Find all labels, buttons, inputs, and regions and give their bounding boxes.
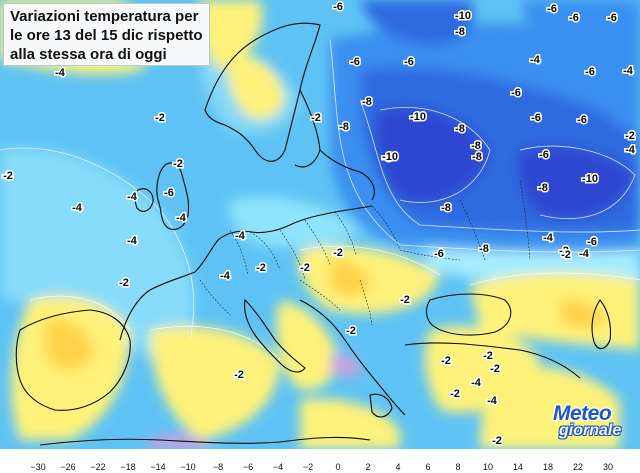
contour-value-label: -2: [311, 112, 321, 124]
map-title-line-2: le ore 13 del 15 dic rispetto: [10, 27, 203, 44]
contour-value-label: -6: [511, 87, 521, 99]
contour-value-label: -6: [164, 187, 174, 199]
contour-value-label: -6: [434, 248, 444, 260]
contour-value-label: -2: [492, 435, 502, 447]
contour-value-label: -4: [127, 191, 138, 203]
legend-tick-label: 2: [365, 462, 371, 472]
contour-value-label: -2: [559, 245, 569, 257]
legend-tick-label: 30: [602, 462, 613, 472]
contour-value-label: -8: [339, 121, 349, 133]
contour-value-label: -4: [471, 377, 482, 389]
contour-value-label: -6: [577, 114, 587, 126]
contour-value-label: -8: [538, 182, 548, 194]
contour-value-label: -2: [300, 262, 310, 274]
logo-text-meteo: Meteo: [553, 402, 612, 425]
contour-value-label: -4: [72, 202, 83, 214]
contour-value-label: -2: [490, 363, 500, 375]
contour-value-label: -6: [539, 149, 549, 161]
meteogiornale-logo: Meteo giornale: [553, 402, 631, 446]
contour-value-label: -2: [2, 170, 12, 182]
legend-tick-label: −22: [90, 462, 106, 472]
contour-value-label: -2: [400, 294, 410, 306]
contour-value-labels: -4-6-10-8-6-6 -6-8-6 -6 -4-6-6 -4-8-10-8-6 -6…: [1, 0, 638, 448]
contour-value-label: -2: [155, 112, 165, 124]
contour-value-label: -6: [547, 3, 557, 15]
contour-value-label: -2: [450, 388, 460, 400]
contour-value-label: -2: [3, 170, 13, 182]
map-title-line-3: alla stessa ora di oggi: [10, 46, 167, 63]
contour-value-label: -8: [455, 123, 465, 135]
contour-value-label: -10: [582, 173, 598, 185]
contour-value-label: -4: [55, 67, 66, 79]
map-title-box: Variazioni temperatura per le ore 13 del…: [3, 3, 210, 66]
contour-value-label: -2: [561, 249, 571, 261]
map-title-line-1: Variazioni temperatura per: [10, 8, 199, 25]
legend-tick-label: −6: [242, 462, 254, 472]
contour-value-label: -2: [173, 158, 183, 170]
contour-value-label: -6: [333, 1, 343, 13]
contour-value-label: -8: [441, 202, 451, 214]
contour-value-label: -4: [220, 270, 231, 282]
contour-value-label: -2: [333, 247, 343, 259]
contour-value-label: -4: [625, 144, 636, 156]
contour-value-label: -6: [585, 66, 595, 78]
contour-value-label: -4: [530, 54, 541, 66]
contour-value-label: -6: [531, 112, 541, 124]
contour-lines: [0, 39, 640, 361]
contour-value-label: -6: [382, 152, 392, 164]
contour-value-label: -2: [119, 277, 129, 289]
legend-tick-label: −18: [120, 462, 136, 472]
contour-value-label: -6: [404, 56, 414, 68]
legend-tick-label: 8: [455, 462, 461, 472]
contour-value-label: -2: [256, 262, 266, 274]
contour-value-label: -2: [441, 355, 451, 367]
legend-tick-label: 22: [572, 462, 583, 472]
legend-tick-label: −8: [212, 462, 224, 472]
legend-tick-label: 18: [542, 462, 553, 472]
contour-value-label: -10: [382, 151, 398, 163]
contour-value-label: -6: [569, 12, 579, 24]
contour-value-label: -2: [234, 369, 244, 381]
contour-value-label: -8: [479, 243, 489, 255]
temperature-legend: −30 −26 −22 −18 −14 −10 −8 −6 −4 −2 0 2 4 6 8 10 14 18 22 3…: [0, 449, 640, 473]
contour-value-label: -2: [483, 350, 493, 362]
legend-tick-label: −30: [30, 462, 46, 472]
legend-tick-label: 14: [512, 462, 523, 472]
contour-value-label: -8: [471, 140, 481, 152]
contour-value-label: -6: [350, 56, 360, 68]
legend-tick-label: −4: [272, 462, 284, 472]
legend-tick-label: 0: [335, 462, 341, 472]
legend-tick-label: −2: [302, 462, 314, 472]
contour-value-label: -4: [623, 65, 634, 77]
contour-value-label: -10: [455, 10, 471, 22]
contour-value-label: -4: [579, 248, 590, 260]
legend-tick-label: 6: [425, 462, 431, 472]
contour-value-label: -2: [625, 130, 635, 142]
contour-value-label: -8: [455, 26, 465, 38]
logo-text-giornale: giornale: [559, 422, 622, 439]
temperature-field: [0, 0, 640, 449]
contour-value-label: -4: [127, 235, 138, 247]
contour-value-label: -6: [607, 12, 617, 24]
contour-value-label: -4: [235, 230, 246, 242]
contour-value-label: -10: [410, 111, 426, 123]
legend-tick-labels: −30 −26 −22 −18 −14 −10 −8 −6 −4 −2 0 2 4 6 8 10 14 18 22 3…: [0, 462, 640, 473]
contour-value-label: -4: [543, 232, 554, 244]
country-borders: [199, 179, 531, 326]
legend-tick-label: −26: [60, 462, 76, 472]
contour-value-label: -4: [176, 212, 187, 224]
legend-tick-label: 10: [482, 462, 493, 472]
contour-value-label: -6: [587, 236, 597, 248]
legend-tick-label: 4: [395, 462, 401, 472]
contour-value-label: -4: [487, 395, 498, 407]
contour-value-label: -8: [362, 96, 372, 108]
contour-value-label: -2: [346, 325, 356, 337]
contour-value-label: -8: [472, 151, 482, 163]
coastlines: [15, 22, 612, 446]
legend-tick-label: −10: [180, 462, 196, 472]
legend-tick-label: −14: [150, 462, 166, 472]
